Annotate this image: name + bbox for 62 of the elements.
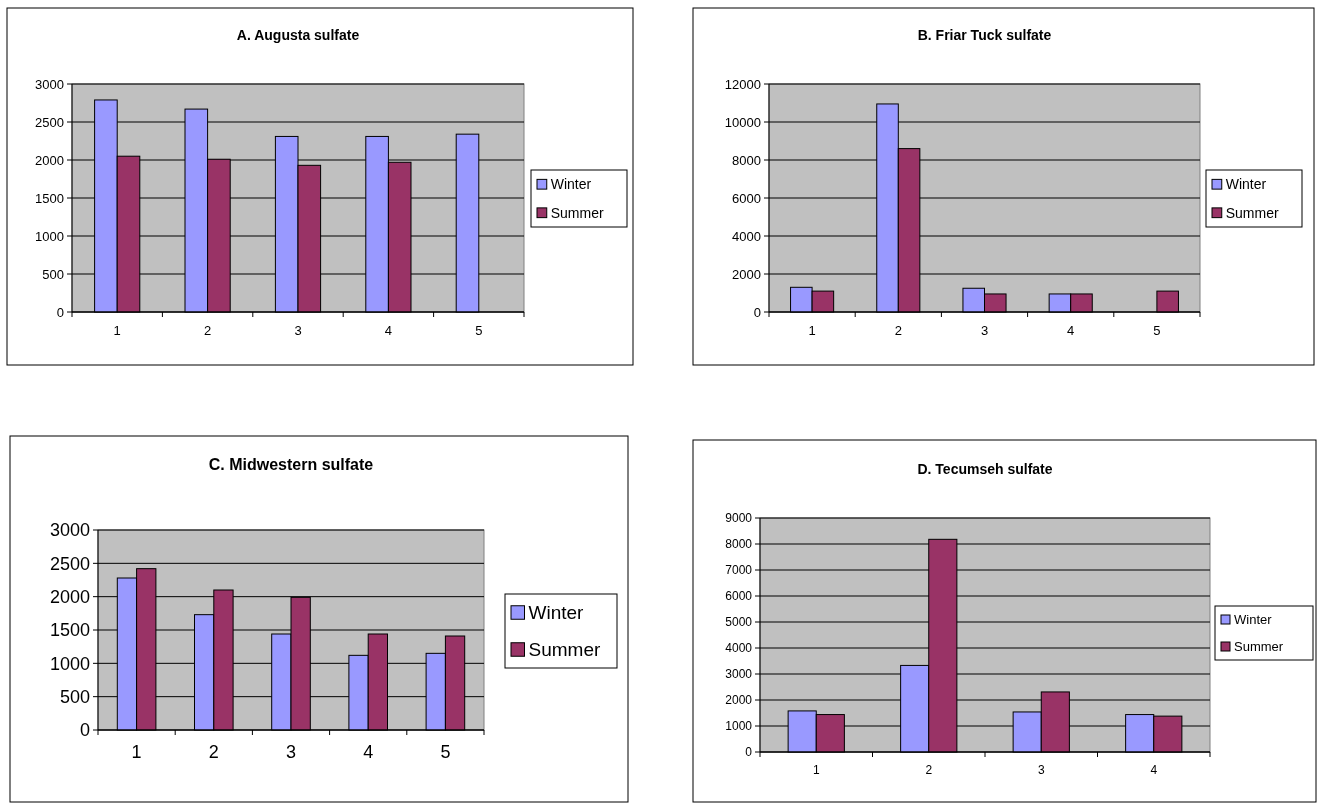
y-tick-label: 5000: [725, 615, 753, 630]
chart-title: B. Friar Tuck sulfate: [917, 27, 1052, 43]
legend-label: Winter: [550, 176, 592, 193]
x-tick-label: 2: [203, 323, 212, 338]
x-tick-label: 1: [113, 323, 121, 338]
x-tick-label: 2: [894, 323, 902, 338]
y-tick-label: 1000: [725, 719, 753, 734]
x-tick-label: 5: [440, 742, 451, 762]
x-tick-label: 3: [980, 323, 989, 338]
x-tick-label: 4: [384, 323, 393, 338]
x-tick-label: 3: [285, 742, 297, 762]
y-tick-label: 4000: [732, 228, 761, 244]
y-tick-label: 500: [42, 266, 64, 282]
x-tick-label: 5: [1153, 323, 1161, 338]
y-tick-label: 12000: [724, 76, 761, 92]
y-tick-label: 9000: [725, 511, 753, 526]
y-tick-label: 1500: [49, 620, 90, 641]
y-tick-label: 3000: [49, 520, 90, 541]
y-tick-label: 7000: [725, 563, 753, 578]
x-tick-label: 1: [131, 742, 142, 762]
legend-label: Summer: [1234, 639, 1284, 655]
chart-title: D. Tecumseh sulfate: [917, 461, 1053, 477]
y-tick-label: 2500: [49, 553, 90, 574]
y-tick-label: 1500: [35, 190, 64, 206]
y-tick-label: 0: [56, 304, 64, 320]
x-tick-label: 5: [475, 323, 483, 338]
x-tick-label: 2: [925, 763, 933, 777]
y-tick-label: 10000: [724, 114, 761, 130]
y-tick-label: 1000: [35, 228, 64, 244]
y-tick-label: 2000: [49, 586, 90, 607]
y-tick-label: 0: [753, 304, 761, 320]
chart-title: C. Midwestern sulfate: [208, 456, 374, 473]
y-tick-label: 2000: [725, 693, 753, 708]
y-tick-label: 6000: [725, 589, 753, 604]
legend-label: Winter: [528, 602, 585, 624]
x-tick-label: 4: [1150, 763, 1158, 777]
legend-label: Summer: [1225, 204, 1279, 221]
y-tick-label: 500: [59, 686, 90, 707]
legend-label: Summer: [528, 639, 601, 661]
chart-title: A. Augusta sulfate: [236, 27, 360, 43]
x-tick-label: 1: [812, 763, 820, 777]
x-tick-label: 4: [363, 742, 374, 762]
legend-label: Winter: [1225, 176, 1267, 193]
y-tick-label: 3000: [725, 667, 753, 682]
legend-label: Winter: [1234, 612, 1273, 628]
y-tick-label: 8000: [732, 152, 761, 168]
x-tick-label: 3: [294, 323, 302, 338]
y-tick-label: 0: [745, 745, 753, 760]
y-tick-label: 6000: [732, 190, 761, 206]
x-tick-label: 4: [1067, 323, 1075, 338]
y-tick-label: 4000: [725, 641, 753, 656]
legend-label: Summer: [550, 204, 604, 221]
y-tick-label: 3000: [35, 76, 64, 92]
x-tick-label: 3: [1037, 763, 1045, 777]
x-tick-label: 2: [208, 742, 219, 762]
x-tick-label: 1: [808, 323, 816, 338]
y-tick-label: 2000: [732, 266, 761, 282]
y-tick-label: 0: [79, 720, 90, 741]
y-tick-label: 1000: [49, 653, 90, 674]
y-tick-label: 8000: [725, 537, 753, 552]
y-tick-label: 2500: [35, 114, 64, 130]
y-tick-label: 2000: [35, 152, 64, 168]
